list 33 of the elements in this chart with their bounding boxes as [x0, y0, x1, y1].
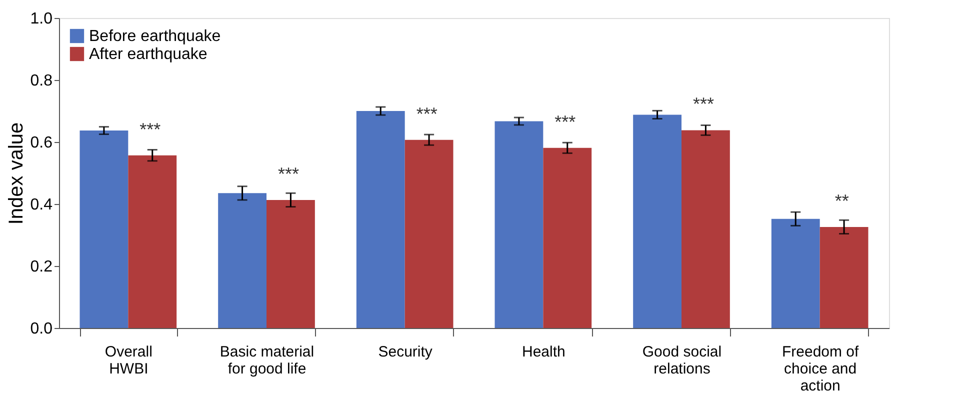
y-tick-label: 1.0 [30, 10, 53, 28]
x-tick-label: Basic material for good life [220, 344, 314, 378]
x-tick-label: Freedom of choice and action [782, 344, 860, 394]
x-tick-label: Overall HWBI [104, 344, 152, 378]
bar [682, 130, 730, 328]
bar [356, 111, 405, 328]
bar [820, 226, 868, 328]
bar [771, 218, 820, 328]
bar [633, 114, 682, 328]
legend-label: Before earthquake [89, 28, 221, 45]
annotation: *** [278, 164, 300, 184]
legend-label: After earthquake [89, 46, 208, 63]
x-tick-label: Security [378, 344, 433, 360]
bar [543, 148, 592, 328]
annotation: *** [140, 119, 161, 140]
y-tick-label: 0.6 [30, 134, 53, 152]
y-tick-label: 0.8 [30, 72, 53, 90]
x-tick-label: Health [522, 344, 566, 360]
annotation: ** [834, 190, 849, 211]
y-tick-label: 0.4 [30, 196, 53, 214]
y-axis-title: Index value [5, 122, 28, 225]
annotation: *** [416, 104, 438, 124]
y-tick-label: 0.0 [30, 320, 53, 338]
bar [494, 121, 544, 328]
y-tick-label: 0.2 [30, 258, 53, 276]
x-tick-label: Good social relations [642, 344, 722, 378]
bar [128, 155, 177, 328]
bar [80, 130, 128, 328]
bar [404, 140, 454, 328]
annotation: *** [554, 112, 576, 132]
annotation: *** [692, 94, 714, 114]
bar [218, 193, 266, 328]
bar [266, 200, 315, 328]
